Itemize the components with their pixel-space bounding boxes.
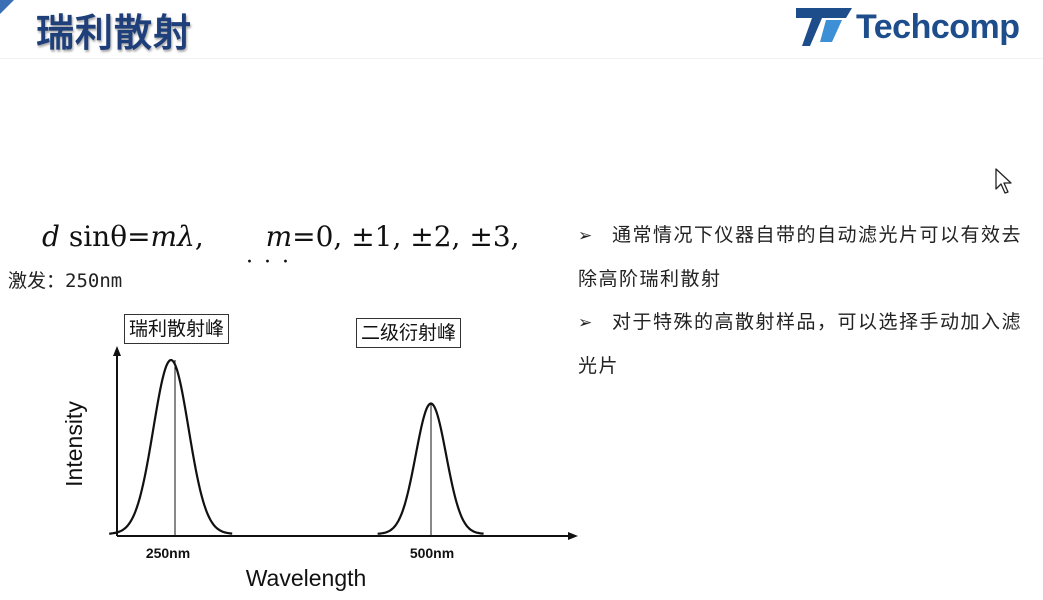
rayleigh-peak-label: 瑞利散射峰 [124, 314, 230, 344]
chart-canvas: 250nm 500nm Wavelength Intensity [61, 346, 578, 591]
eq-sin: sin [68, 220, 111, 253]
bullet-text: 通常情况下仪器自带的自动滤光片可以有效去除高阶瑞利散射 [578, 224, 1023, 290]
eq-lambda: λ [177, 220, 195, 253]
corner-accent-icon [0, 0, 14, 14]
x-tick-label: 250nm [146, 545, 190, 561]
header-divider [0, 58, 1043, 59]
bullet-list: ➢ 通常情况下仪器自带的自动滤光片可以有效去除高阶瑞利散射 ➢ 对于特殊的高散射样品… [578, 214, 1028, 388]
slide-title: 瑞利散射 [36, 11, 193, 55]
x-axis-arrow-icon [568, 532, 578, 540]
bullet-item: ➢ 通常情况下仪器自带的自动滤光片可以有效去除高阶瑞利散射 [578, 214, 1028, 301]
eq-theta: θ [110, 220, 128, 253]
bullet-arrow-icon: ➢ [578, 226, 594, 246]
slide-header: 瑞利散射 Techcomp [0, 0, 1043, 60]
x-tick-label: 500nm [410, 545, 454, 561]
eq-equals-2: = [292, 220, 316, 253]
eq-d: d [42, 220, 60, 253]
scatter-spectrum-chart: 250nm 500nm Wavelength Intensity 瑞利散射峰 二级衍射… [50, 300, 580, 595]
peak-curve-1 [109, 358, 233, 535]
excitation-label: 激发：250nm [8, 270, 123, 292]
mouse-pointer-icon [995, 168, 1012, 194]
grating-equation: d sinθ=mλ, m=0, ±1, ±2, ±3, [42, 220, 520, 253]
y-axis-arrow-icon [113, 346, 121, 356]
techcomp-logo-icon [796, 8, 852, 46]
logo-text: Techcomp [856, 8, 1020, 46]
eq-m-order: m [265, 220, 293, 253]
second-order-peak-label: 二级衍射峰 [356, 318, 462, 348]
bullet-item: ➢ 对于特殊的高散射样品，可以选择手动加入滤光片 [578, 301, 1028, 388]
eq-comma: , [194, 220, 204, 253]
bullet-text: 对于特殊的高散射样品，可以选择手动加入滤光片 [578, 311, 1023, 377]
eq-ellipsis: · · · [246, 250, 291, 275]
techcomp-logo: Techcomp [796, 6, 1036, 48]
bullet-arrow-icon: ➢ [578, 313, 594, 333]
eq-equals-1: = [127, 220, 151, 253]
x-axis-label: Wavelength [246, 565, 367, 591]
eq-order-values: 0, ±1, ±2, ±3, [315, 220, 520, 253]
eq-m: m [150, 220, 178, 253]
y-axis-label: Intensity [61, 401, 87, 487]
